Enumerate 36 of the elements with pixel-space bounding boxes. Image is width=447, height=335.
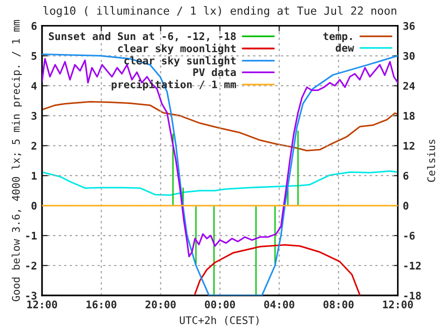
y2-tick-label: 30 — [403, 52, 415, 60]
x-tick-label: 12:00 — [27, 300, 58, 308]
y-tick-label: 2 — [31, 142, 36, 150]
y-axis-title: Good below 3.6, 4000 lx; 5 min precip. / 1 mm — [12, 20, 22, 302]
x-tick-label: 00:00 — [204, 300, 235, 308]
y2-tick-label: 36 — [403, 22, 415, 30]
y2-tick-label: 0 — [403, 202, 408, 210]
y-tick-label: -3 — [26, 292, 36, 300]
y2-tick-label: 6 — [403, 172, 408, 180]
y2-tick-label: 12 — [404, 142, 414, 150]
legend-label: clear sky moonlight — [118, 44, 236, 54]
y2-axis-title: Celsius — [427, 140, 436, 182]
y2-tick-label: -12 — [404, 262, 421, 270]
y2-tick-label: 24 — [403, 82, 415, 90]
y-tick-label: -1 — [26, 232, 37, 240]
y-tick-label: 4 — [31, 82, 37, 90]
x-axis-title: UTC+2h (CEST) — [180, 316, 259, 326]
x-tick-label: 12:00 — [383, 300, 413, 308]
legend-label: Sunset and Sun at -6, -12, -18 — [48, 32, 236, 42]
legend-label: dew — [336, 44, 354, 52]
y2-tick-label: -6 — [404, 232, 415, 240]
y2-tick-label: -18 — [404, 292, 421, 300]
y-tick-label: 1 — [32, 172, 37, 180]
y-tick-label: 5 — [32, 52, 36, 60]
y-tick-label: 3 — [32, 112, 36, 120]
y2-tick-label: 18 — [404, 112, 415, 120]
y-tick-label: -2 — [26, 262, 36, 270]
x-tick-label: 04:00 — [264, 300, 294, 308]
chart-title: log10 ( illuminance / 1 lx) ending at Tue Jul 22 noon — [44, 6, 396, 18]
y-tick-label: 6 — [32, 22, 37, 30]
x-tick-label: 08:00 — [323, 300, 354, 308]
x-tick-label: 16:00 — [86, 300, 116, 308]
legend-label: temp. — [323, 32, 352, 42]
legend-label: PV data — [193, 68, 236, 76]
x-tick-label: 20:00 — [146, 300, 176, 308]
y-tick-label: 0 — [32, 202, 37, 210]
